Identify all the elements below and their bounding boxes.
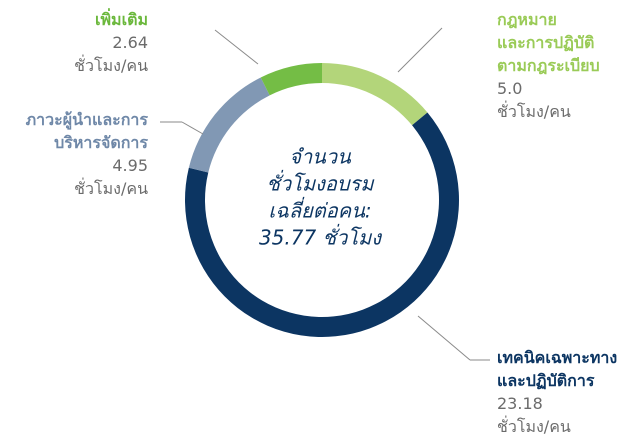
unit-label: ชั่วโมง/คน (497, 417, 571, 436)
unit-label: ชั่วโมง/คน (74, 179, 148, 198)
category-label: ภาวะผู้นำและการ บริหารจัดการ (25, 110, 148, 152)
donut-segment (188, 77, 270, 173)
value-label: 4.95 (112, 156, 148, 175)
center-text: ชั่วโมงอบรม (266, 170, 375, 196)
center-text: 35.77 ชั่วโมง (259, 224, 382, 250)
leader-line (181, 121, 204, 135)
value-label: 5.0 (497, 79, 523, 98)
donut-segment (184, 112, 459, 337)
category-label: เทคนิคเฉพาะทาง และปฏิบัติการ (497, 348, 618, 390)
unit-label: ชั่วโมง/คน (497, 102, 571, 121)
segment-label: ภาวะผู้นำและการ บริหารจัดการ 4.95 ชั่วโมง/… (26, 108, 148, 200)
unit-label: ชั่วโมง/คน (74, 56, 148, 75)
leader-line (397, 27, 443, 73)
leader-line (417, 315, 471, 361)
value-label: 2.64 (112, 33, 148, 52)
segment-label: กฎหมาย และการปฏิบัติ ตามกฎระเบียบ 5.0 ชั่ว… (497, 8, 600, 123)
donut-segment (260, 63, 322, 96)
segment-label: เทคนิคเฉพาะทาง และปฏิบัติการ 23.18 ชั่วโมง… (497, 346, 617, 438)
segment-label: เพิ่มเติม 2.64 ชั่วโมง/คน (74, 8, 148, 77)
category-label: กฎหมาย และการปฏิบัติ ตามกฎระเบียบ (497, 10, 600, 75)
value-label: 23.18 (497, 394, 543, 413)
leader-line (214, 29, 259, 65)
center-text: เฉลี่ยต่อคน: (268, 197, 371, 223)
center-text: จำนวน (289, 145, 352, 169)
category-label: เพิ่มเติม (95, 10, 148, 29)
donut-segment (322, 63, 428, 126)
